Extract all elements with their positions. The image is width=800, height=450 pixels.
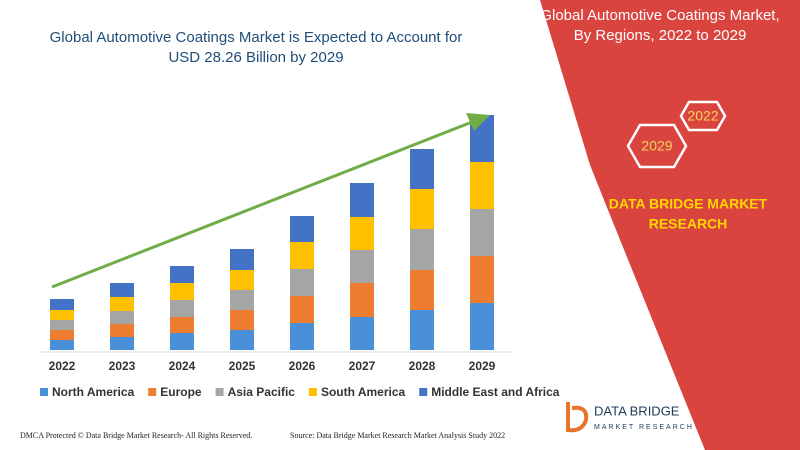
bar-segment	[350, 283, 374, 317]
bar-segment	[230, 249, 254, 270]
bar-segment	[290, 269, 314, 296]
bar-segment	[110, 283, 134, 297]
bar-segment	[50, 340, 74, 350]
brand-text: RESEARCH	[649, 216, 728, 232]
bar-segment	[290, 296, 314, 323]
bar-segment	[50, 330, 74, 340]
trend-arrow-head	[466, 113, 490, 131]
bar-segment	[350, 250, 374, 283]
hexagon	[626, 123, 688, 169]
bar-segment	[410, 189, 434, 229]
hexagon-label: 2022	[687, 108, 718, 124]
footer-right: Source: Data Bridge Market Research Mark…	[290, 431, 505, 440]
bar-segment	[50, 320, 74, 330]
bar-segment	[50, 299, 74, 310]
logo-name: DATA BRIDGE	[594, 403, 680, 418]
bar-segment	[470, 209, 494, 256]
bar-segment	[230, 330, 254, 350]
bar-segment	[170, 317, 194, 333]
bar-segment	[230, 290, 254, 310]
bar-segment	[170, 266, 194, 283]
bar-segment	[350, 183, 374, 217]
side-title: By Regions, 2022 to 2029	[574, 27, 747, 44]
chart-title: Global Automotive Coatings Market is Exp…	[50, 29, 463, 46]
bar-segment	[350, 217, 374, 250]
x-tick-label: 2027	[349, 359, 376, 373]
bar-segment	[230, 270, 254, 290]
bar-segment	[110, 297, 134, 311]
legend-swatch	[40, 388, 48, 396]
trend-arrow	[51, 120, 473, 289]
legend-swatch	[148, 388, 157, 396]
legend-label: Europe	[160, 385, 202, 399]
legend-label: Middle East and Africa	[431, 385, 560, 399]
legend-label: Asia Pacific	[228, 385, 296, 399]
x-tick-label: 2023	[109, 359, 136, 373]
legend-label: North America	[52, 385, 135, 399]
x-tick-label: 2022	[49, 359, 76, 373]
logo-tagline: MARKET RESEARCH	[594, 424, 694, 431]
legend-swatch	[308, 388, 317, 396]
bar-segment	[410, 149, 434, 189]
bar-segment	[170, 333, 194, 350]
bar-segment	[110, 311, 134, 324]
bar-segment	[470, 162, 494, 209]
footer-left: DMCA Protected © Data Bridge Market Rese…	[20, 431, 252, 440]
chart-title: USD 28.26 Billion by 2029	[168, 49, 343, 66]
x-tick-label: 2024	[169, 359, 196, 373]
bar-segment	[230, 310, 254, 330]
bar-segment	[410, 270, 434, 310]
bar-segment	[410, 310, 434, 350]
bar-segment	[50, 310, 74, 320]
bar-segment	[410, 229, 434, 270]
bar-segment	[290, 323, 314, 350]
bar-segment	[110, 324, 134, 337]
bar-segment	[110, 337, 134, 350]
hexagon	[679, 100, 727, 132]
legend-label: South America	[321, 385, 406, 399]
legend-swatch	[215, 388, 224, 396]
side-title: Global Automotive Coatings Market,	[540, 7, 779, 24]
x-tick-label: 2025	[229, 359, 256, 373]
x-tick-label: 2029	[469, 359, 496, 373]
bar-segment	[170, 300, 194, 317]
hexagon-label: 2029	[641, 138, 672, 154]
bar-segment	[290, 216, 314, 242]
x-tick-label: 2028	[409, 359, 436, 373]
brand-text: DATA BRIDGE MARKET	[609, 196, 768, 212]
bar-segment	[290, 242, 314, 269]
legend-swatch	[419, 388, 428, 396]
bar-segment	[470, 256, 494, 303]
logo-icon	[566, 402, 589, 433]
x-tick-label: 2026	[289, 359, 316, 373]
bar-segment	[470, 303, 494, 350]
bar-segment	[170, 283, 194, 300]
side-panel	[540, 0, 800, 450]
bar-segment	[350, 317, 374, 350]
